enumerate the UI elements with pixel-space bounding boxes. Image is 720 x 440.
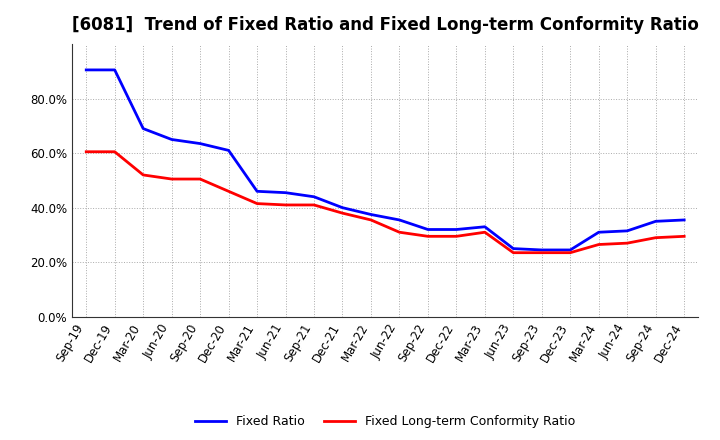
Fixed Long-term Conformity Ratio — [566, 250, 575, 255]
Fixed Long-term Conformity Ratio — [225, 189, 233, 194]
Fixed Ratio — [366, 212, 375, 217]
Fixed Long-term Conformity Ratio — [423, 234, 432, 239]
Fixed Long-term Conformity Ratio — [366, 217, 375, 223]
Fixed Long-term Conformity Ratio — [623, 241, 631, 246]
Fixed Ratio — [139, 126, 148, 131]
Fixed Long-term Conformity Ratio — [680, 234, 688, 239]
Fixed Ratio — [253, 189, 261, 194]
Fixed Long-term Conformity Ratio — [139, 172, 148, 178]
Fixed Long-term Conformity Ratio — [338, 210, 347, 216]
Fixed Long-term Conformity Ratio — [282, 202, 290, 208]
Fixed Ratio — [509, 246, 518, 251]
Fixed Long-term Conformity Ratio — [395, 230, 404, 235]
Fixed Long-term Conformity Ratio — [167, 176, 176, 182]
Fixed Ratio — [395, 217, 404, 223]
Fixed Long-term Conformity Ratio — [595, 242, 603, 247]
Fixed Long-term Conformity Ratio — [253, 201, 261, 206]
Fixed Long-term Conformity Ratio — [310, 202, 318, 208]
Fixed Ratio — [196, 141, 204, 146]
Line: Fixed Ratio: Fixed Ratio — [86, 70, 684, 250]
Fixed Ratio — [423, 227, 432, 232]
Fixed Long-term Conformity Ratio — [509, 250, 518, 255]
Line: Fixed Long-term Conformity Ratio: Fixed Long-term Conformity Ratio — [86, 152, 684, 253]
Fixed Long-term Conformity Ratio — [652, 235, 660, 240]
Fixed Ratio — [595, 230, 603, 235]
Fixed Ratio — [623, 228, 631, 234]
Legend: Fixed Ratio, Fixed Long-term Conformity Ratio: Fixed Ratio, Fixed Long-term Conformity … — [190, 411, 580, 433]
Fixed Ratio — [680, 217, 688, 223]
Fixed Ratio — [110, 67, 119, 73]
Fixed Ratio — [652, 219, 660, 224]
Fixed Long-term Conformity Ratio — [82, 149, 91, 154]
Fixed Ratio — [338, 205, 347, 210]
Fixed Ratio — [566, 247, 575, 253]
Fixed Ratio — [82, 67, 91, 73]
Fixed Ratio — [537, 247, 546, 253]
Fixed Long-term Conformity Ratio — [452, 234, 461, 239]
Fixed Long-term Conformity Ratio — [480, 230, 489, 235]
Fixed Ratio — [310, 194, 318, 199]
Fixed Long-term Conformity Ratio — [537, 250, 546, 255]
Fixed Ratio — [452, 227, 461, 232]
Fixed Long-term Conformity Ratio — [196, 176, 204, 182]
Fixed Ratio — [480, 224, 489, 229]
Fixed Long-term Conformity Ratio — [110, 149, 119, 154]
Fixed Ratio — [167, 137, 176, 142]
Fixed Ratio — [225, 148, 233, 153]
Title: [6081]  Trend of Fixed Ratio and Fixed Long-term Conformity Ratio: [6081] Trend of Fixed Ratio and Fixed Lo… — [72, 16, 698, 34]
Fixed Ratio — [282, 190, 290, 195]
